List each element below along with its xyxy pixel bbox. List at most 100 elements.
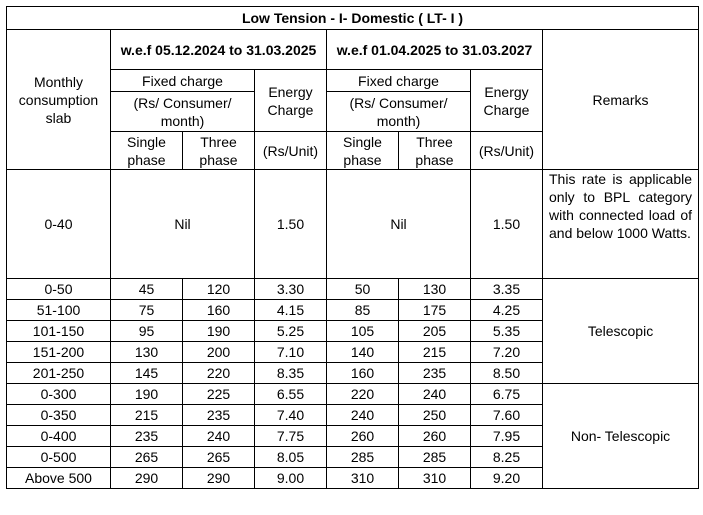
three-phase-cell: 120 (182, 278, 255, 300)
three-phase-cell: 290 (182, 467, 255, 489)
slab-cell: 151-200 (6, 341, 111, 363)
energy-charge-cell: 1.50 (470, 169, 543, 279)
fixed-charge-cell: Nil (110, 169, 255, 279)
single-phase-cell: 85 (326, 299, 399, 321)
single-phase-cell: 75 (110, 299, 183, 321)
energy-charge-header-2: Energy Charge (470, 69, 543, 132)
three-phase-cell: 160 (182, 299, 255, 321)
three-phase-cell: 190 (182, 320, 255, 342)
single-phase-cell: 310 (326, 467, 399, 489)
energy-charge-cell: 9.00 (254, 467, 327, 489)
energy-charge-cell: 7.75 (254, 425, 327, 447)
period2-header: w.e.f 01.04.2025 to 31.03.2027 (326, 29, 543, 70)
bpl-remark: This rate is applicable only to BPL cate… (541, 169, 700, 279)
single-phase-cell: 95 (110, 320, 183, 342)
single-phase-cell: 285 (326, 446, 399, 468)
table-row: Above 500 290 290 9.00 310 310 9.20 (6, 467, 699, 489)
single-phase-cell: 160 (326, 362, 399, 384)
energy-charge-cell: 3.30 (254, 278, 327, 300)
energy-charge-cell: 3.35 (470, 278, 543, 300)
energy-charge-cell: 5.35 (470, 320, 543, 342)
slab-cell: 51-100 (6, 299, 111, 321)
three-phase-cell: 130 (398, 278, 471, 300)
energy-charge-cell: 6.55 (254, 383, 327, 405)
table-row: 51-100 75 160 4.15 85 175 4.25 (6, 299, 699, 321)
table-row: 0-500 265 265 8.05 285 285 8.25 (6, 446, 699, 468)
three-phase-cell: 285 (398, 446, 471, 468)
remarks-header: Remarks (541, 29, 700, 170)
energy-charge-cell: 6.75 (470, 383, 543, 405)
energy-charge-header-1: Energy Charge (254, 69, 327, 132)
telescopic-remark: Telescopic (541, 278, 700, 384)
slab-cell: Above 500 (6, 467, 111, 489)
three-phase-cell: 175 (398, 299, 471, 321)
three-phase-cell: 240 (398, 383, 471, 405)
slab-cell: 0-40 (6, 169, 111, 279)
single-phase-cell: 215 (110, 404, 183, 426)
single-phase-header-2: Single phase (326, 131, 399, 170)
three-phase-cell: 215 (398, 341, 471, 363)
energy-charge-cell: 8.35 (254, 362, 327, 384)
three-phase-cell: 235 (398, 362, 471, 384)
three-phase-cell: 200 (182, 341, 255, 363)
three-phase-cell: 225 (182, 383, 255, 405)
three-phase-cell: 250 (398, 404, 471, 426)
single-phase-cell: 290 (110, 467, 183, 489)
energy-charge-cell: 5.25 (254, 320, 327, 342)
slab-cell: 101-150 (6, 320, 111, 342)
energy-charge-cell: 7.40 (254, 404, 327, 426)
energy-charge-cell: 8.50 (470, 362, 543, 384)
fixed-charge-header-1: Fixed charge (110, 69, 255, 92)
table-row: 101-150 95 190 5.25 105 205 5.35 (6, 320, 699, 342)
three-phase-cell: 265 (182, 446, 255, 468)
single-phase-cell: 260 (326, 425, 399, 447)
three-phase-cell: 205 (398, 320, 471, 342)
three-phase-cell: 310 (398, 467, 471, 489)
single-phase-cell: 105 (326, 320, 399, 342)
period1-header: w.e.f 05.12.2024 to 31.03.2025 (110, 29, 327, 70)
three-phase-cell: 240 (182, 425, 255, 447)
single-phase-cell: 220 (326, 383, 399, 405)
slab-cell: 0-50 (6, 278, 111, 300)
three-phase-cell: 260 (398, 425, 471, 447)
energy-charge-cell: 8.25 (470, 446, 543, 468)
single-phase-cell: 50 (326, 278, 399, 300)
single-phase-cell: 240 (326, 404, 399, 426)
slab-cell: 201-250 (6, 362, 111, 384)
single-phase-cell: 235 (110, 425, 183, 447)
energy-charge-cell: 9.20 (470, 467, 543, 489)
fixed-unit-header-2: (Rs/ Consumer/ month) (326, 91, 471, 132)
energy-charge-cell: 8.05 (254, 446, 327, 468)
fixed-unit-header-1: (Rs/ Consumer/ month) (110, 91, 255, 132)
table-row: 151-200 130 200 7.10 140 215 7.20 (6, 341, 699, 363)
tariff-table: Low Tension - I- Domestic ( LT- I ) Mont… (5, 6, 700, 489)
three-phase-header-2: Three phase (398, 131, 471, 170)
energy-charge-cell: 7.95 (470, 425, 543, 447)
single-phase-cell: 265 (110, 446, 183, 468)
energy-charge-cell: 7.20 (470, 341, 543, 363)
single-phase-cell: 45 (110, 278, 183, 300)
slab-header: Monthly consumption slab (6, 29, 111, 170)
single-phase-cell: 190 (110, 383, 183, 405)
slab-cell: 0-400 (6, 425, 111, 447)
energy-charge-cell: 4.25 (470, 299, 543, 321)
table-row: 0-40 Nil 1.50 Nil 1.50 This rate is appl… (6, 169, 700, 279)
table-row: 0-300 190 225 6.55 220 240 6.75 Non- Telescopic (6, 383, 700, 489)
three-phase-header-1: Three phase (182, 131, 255, 170)
energy-unit-header-1: (Rs/Unit) (254, 131, 327, 170)
energy-charge-cell: 7.60 (470, 404, 543, 426)
single-phase-cell: 140 (326, 341, 399, 363)
energy-charge-cell: 1.50 (254, 169, 327, 279)
slab-cell: 0-500 (6, 446, 111, 468)
table-row: 0-50 45 120 3.30 50 130 3.35 Telescopic (6, 278, 700, 384)
single-phase-header-1: Single phase (110, 131, 183, 170)
table-title: Low Tension - I- Domestic ( LT- I ) (5, 6, 700, 30)
fixed-charge-cell: Nil (326, 169, 471, 279)
three-phase-cell: 220 (182, 362, 255, 384)
single-phase-cell: 130 (110, 341, 183, 363)
three-phase-cell: 235 (182, 404, 255, 426)
slab-cell: 0-350 (6, 404, 111, 426)
slab-cell: 0-300 (6, 383, 111, 405)
energy-unit-header-2: (Rs/Unit) (470, 131, 543, 170)
table-row: 201-250 145 220 8.35 160 235 8.50 (6, 362, 699, 384)
